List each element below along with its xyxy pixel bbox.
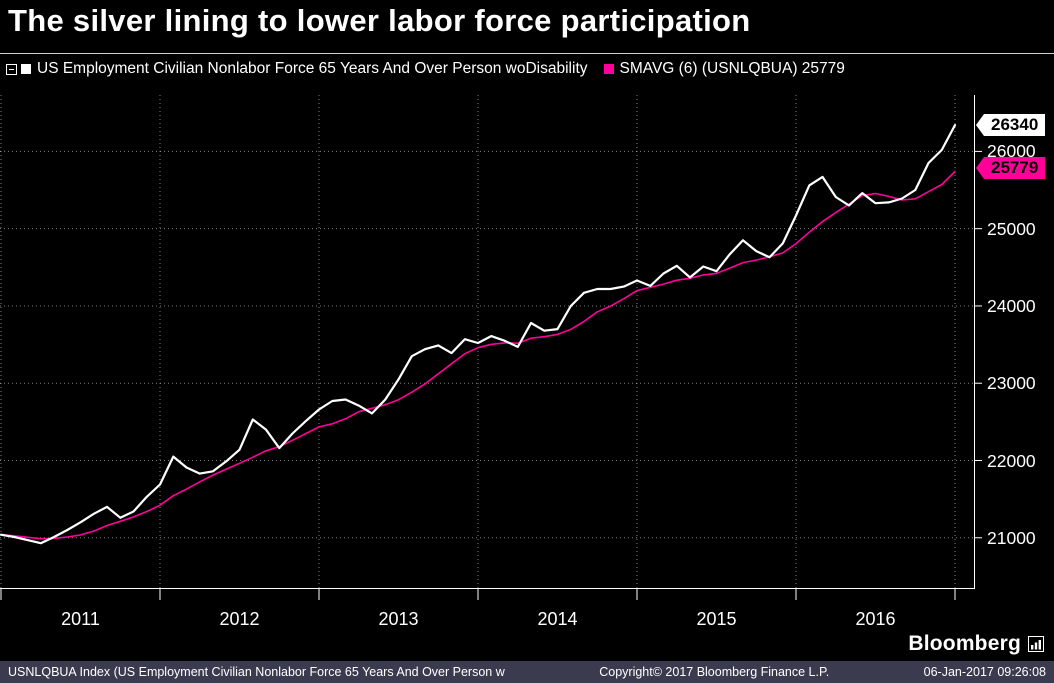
legend-collapse-icon[interactable]: [6, 63, 17, 75]
y-axis-label: 25000: [987, 218, 1036, 239]
x-axis-label: 2012: [219, 609, 260, 629]
x-axis-label: 2015: [696, 609, 737, 629]
x-axis-label: 2016: [855, 609, 896, 629]
series-line-smavg: [0, 170, 956, 540]
bloomberg-logo-text: Bloomberg: [908, 632, 1021, 655]
x-axis-label: 2011: [61, 609, 100, 629]
legend-label-main-series: US Employment Civilian Nonlabor Force 65…: [37, 60, 588, 77]
chart-canvas[interactable]: [0, 95, 1054, 610]
y-axis-label: 22000: [987, 450, 1036, 471]
page-title: The silver lining to lower labor force p…: [8, 3, 751, 38]
legend-item-main-series[interactable]: US Employment Civilian Nonlabor Force 65…: [21, 60, 588, 78]
footer-timestamp: 06-Jan-2017 09:26:08: [923, 665, 1046, 679]
legend: US Employment Civilian Nonlabor Force 65…: [6, 60, 1050, 78]
x-axis-label: 2014: [537, 609, 578, 629]
smavg-series-swatch-icon: [603, 64, 614, 74]
y-axis-label: 21000: [987, 527, 1036, 548]
flag-arrow-icon: [976, 157, 984, 180]
bloomberg-logo: Bloomberg: [908, 632, 1044, 656]
footer-bar: USNLQBUA Index (US Employment Civilian N…: [0, 661, 1054, 683]
footer-ticker-description: USNLQBUA Index (US Employment Civilian N…: [8, 665, 505, 679]
last-value-flag-smavg-series: 25779: [976, 157, 1046, 180]
series-line-main: [0, 124, 957, 545]
legend-label-smavg-series: SMAVG (6) (USNLQBUA) 25779: [619, 60, 845, 77]
title-divider: [0, 53, 1054, 54]
y-axis-label: 26000: [987, 141, 1036, 162]
flag-arrow-icon: [976, 114, 984, 137]
last-value-smavg-series: 25779: [991, 158, 1039, 178]
y-axis-label: 23000: [987, 373, 1036, 394]
main-series-swatch-icon: [21, 64, 31, 74]
last-value-flag-main-series: 26340: [976, 114, 1046, 137]
last-value-main-series: 26340: [991, 115, 1039, 135]
chart-area[interactable]: 21000 22000 23000 24000 25000 26000 2011 2012 20…: [0, 95, 1054, 655]
y-axis-label: 24000: [987, 295, 1036, 316]
bloomberg-chart-bars-icon: [1028, 636, 1044, 652]
legend-item-smavg-series[interactable]: SMAVG (6) (USNLQBUA) 25779: [603, 60, 845, 78]
x-axis-label: 2013: [378, 609, 419, 629]
footer-copyright: Copyright© 2017 Bloomberg Finance L.P.: [599, 665, 830, 679]
